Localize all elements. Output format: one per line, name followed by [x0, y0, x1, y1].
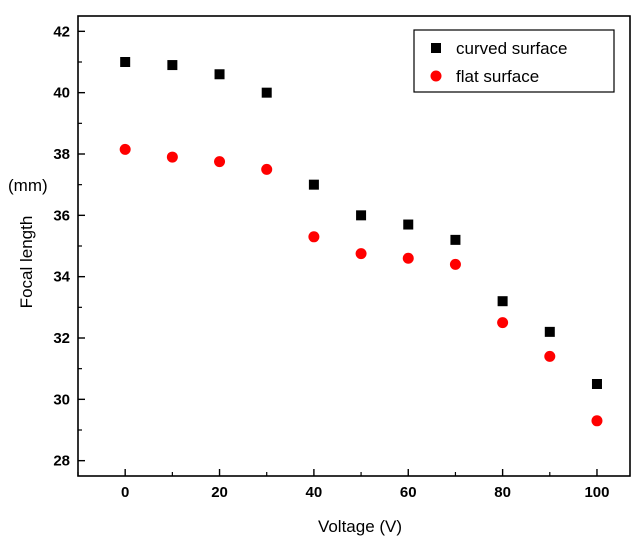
curved-surface-point — [356, 210, 367, 221]
flat-surface-point — [402, 252, 414, 264]
curved-surface-point — [591, 379, 602, 389]
flat-surface-point — [497, 317, 509, 329]
legend-marker-curved-surface — [431, 43, 441, 53]
flat-surface-point — [214, 156, 226, 168]
curved-surface-point — [261, 87, 272, 98]
x-tick-label: 0 — [121, 484, 129, 501]
x-tick-label: 100 — [584, 484, 609, 501]
legend: curved surface flat surface — [413, 29, 615, 93]
x-tick-label: 20 — [211, 484, 228, 501]
y-tick-label: 40 — [53, 85, 70, 102]
x-axis-title: Voltage (V) — [318, 517, 402, 536]
y-tick-label: 38 — [53, 146, 70, 163]
x-tick-label: 80 — [494, 484, 511, 501]
curved-surface-point — [544, 326, 555, 337]
flat-surface-point — [449, 258, 461, 270]
flat-surface-point — [166, 151, 178, 163]
y-tick-label: 30 — [53, 391, 70, 408]
curved-surface-point — [308, 179, 319, 190]
y-axis-unit: (mm) — [8, 176, 48, 195]
flat-surface-point — [119, 143, 131, 155]
x-tick-label: 40 — [306, 484, 323, 501]
flat-surface-point — [544, 350, 556, 362]
curved-surface-point — [497, 296, 508, 307]
data-points — [119, 57, 603, 427]
curved-surface-point — [450, 234, 461, 245]
flat-surface-point — [308, 231, 320, 243]
legend-label-flat-surface: flat surface — [456, 67, 539, 86]
flat-surface-point — [261, 163, 273, 175]
flat-surface-point — [591, 415, 603, 427]
x-axis: 0 20 40 60 80 100 — [77, 469, 609, 501]
curved-surface-point — [167, 60, 178, 71]
y-tick-label: 32 — [53, 330, 70, 347]
y-tick-label: 34 — [53, 269, 70, 286]
legend-label-curved-surface: curved surface — [456, 39, 568, 58]
y-tick-label: 28 — [53, 453, 70, 470]
flat-surface-point — [355, 248, 367, 260]
curved-surface-point — [120, 57, 131, 67]
y-axis-title: Focal length — [17, 216, 36, 309]
legend-marker-flat-surface — [430, 70, 442, 82]
curved-surface-point — [403, 219, 414, 230]
y-tick-label: 36 — [53, 207, 70, 224]
curved-surface-point — [214, 69, 225, 80]
y-tick-label: 42 — [53, 23, 70, 40]
legend-box — [413, 29, 615, 93]
x-tick-label: 60 — [400, 484, 417, 501]
y-axis: 28 30 32 34 36 38 40 42 — [53, 23, 85, 470]
